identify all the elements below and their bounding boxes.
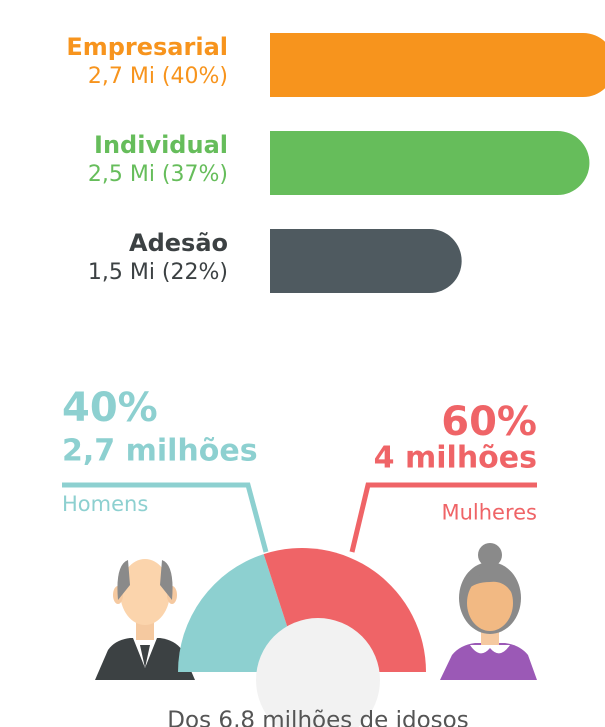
woman-icon (440, 543, 537, 680)
bar-label: Adesão (129, 229, 228, 257)
caption: Dos 6,8 milhões de idosos (167, 708, 468, 727)
value-label: 1,5 Mi (22%) (88, 260, 228, 285)
man-icon (95, 559, 195, 680)
value-label: 2,7 Mi (40%) (88, 64, 228, 89)
leader-line (349, 482, 537, 553)
bar (270, 131, 590, 195)
center-circle (256, 618, 380, 727)
bar (270, 33, 605, 97)
category-label: Mulheres (441, 500, 537, 524)
amount-label: 4 milhões (374, 441, 537, 476)
value-label: 2,5 Mi (37%) (88, 162, 228, 187)
category-label: Homens (62, 492, 148, 516)
percent-label: 60% (441, 399, 537, 445)
amount-label: 2,7 milhões (62, 434, 258, 469)
leader-line (62, 482, 269, 553)
bar-label: Individual (94, 131, 228, 159)
bar (270, 229, 462, 293)
bar-label: Empresarial (66, 33, 228, 61)
percent-label: 40% (62, 385, 158, 431)
